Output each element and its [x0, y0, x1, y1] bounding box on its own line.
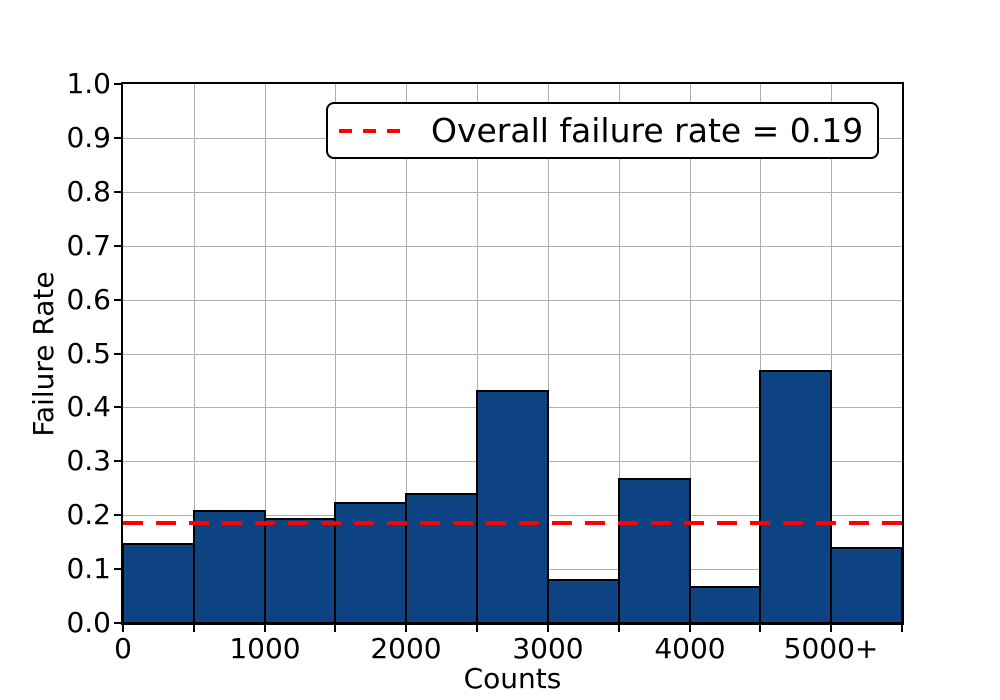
y-gridline — [123, 192, 902, 193]
x-gridline — [194, 84, 195, 623]
x-tick-label: 0 — [114, 632, 132, 665]
y-tick-mark — [114, 460, 121, 462]
x-tick-mark — [618, 625, 620, 632]
y-tick-mark — [114, 299, 121, 301]
y-tick-label: 0.9 — [66, 121, 111, 154]
x-tick-mark — [264, 625, 266, 632]
y-tick-label: 0.8 — [66, 175, 111, 208]
x-tick-mark — [901, 625, 903, 632]
y-tick-mark — [114, 514, 121, 516]
x-gridline — [690, 84, 691, 623]
y-tick-label: 0.4 — [66, 390, 111, 423]
y-tick-label: 0.3 — [66, 444, 111, 477]
y-tick-label: 0.5 — [66, 337, 111, 370]
x-tick-label: 2000 — [370, 632, 442, 665]
y-tick-mark — [114, 83, 121, 85]
x-tick-mark — [334, 625, 336, 632]
y-tick-mark — [114, 191, 121, 193]
bar — [264, 518, 336, 624]
y-gridline — [123, 354, 902, 355]
x-tick-mark — [122, 625, 124, 632]
y-tick-mark — [114, 137, 121, 139]
y-tick-mark — [114, 353, 121, 355]
x-tick-mark — [547, 625, 549, 632]
y-tick-label: 0.1 — [66, 552, 111, 585]
x-gridline — [335, 84, 336, 623]
y-tick-mark — [114, 406, 121, 408]
x-tick-mark — [405, 625, 407, 632]
plot-area: Overall failure rate = 0.19 — [121, 82, 904, 625]
y-tick-label: 0.0 — [66, 606, 111, 639]
x-tick-mark — [830, 625, 832, 632]
x-gridline — [760, 84, 761, 623]
bar — [122, 543, 195, 624]
bar — [759, 370, 832, 624]
x-tick-mark — [476, 625, 478, 632]
x-tick-label: 4000 — [654, 632, 726, 665]
x-tick-label: 1000 — [229, 632, 301, 665]
bar — [830, 547, 903, 624]
x-gridline — [831, 84, 832, 623]
bar — [547, 579, 620, 624]
bar — [476, 390, 549, 624]
x-gridline — [548, 84, 549, 623]
y-tick-label: 0.7 — [66, 229, 111, 262]
y-tick-mark — [114, 568, 121, 570]
bar — [193, 510, 266, 624]
legend-dashed-line-sample — [339, 128, 402, 133]
legend-label: Overall failure rate = 0.19 — [431, 111, 864, 150]
y-gridline — [123, 300, 902, 301]
overall-failure-rate-line — [123, 521, 902, 525]
y-tick-label: 0.6 — [66, 283, 111, 316]
x-tick-mark — [689, 625, 691, 632]
x-tick-label: 3000 — [512, 632, 584, 665]
y-axis-label: Failure Rate — [27, 270, 60, 437]
y-tick-mark — [114, 622, 121, 624]
legend: Overall failure rate = 0.19 — [326, 102, 880, 159]
x-gridline — [265, 84, 266, 623]
y-tick-label: 1.0 — [66, 67, 111, 100]
y-gridline — [123, 246, 902, 247]
y-tick-mark — [114, 245, 121, 247]
bar — [405, 493, 478, 624]
bar — [689, 586, 761, 624]
x-tick-mark — [193, 625, 195, 632]
y-tick-label: 0.2 — [66, 498, 111, 531]
x-gridline — [619, 84, 620, 623]
x-tick-mark — [759, 625, 761, 632]
x-gridline — [406, 84, 407, 623]
x-axis-label: Counts — [463, 662, 562, 695]
bar — [618, 478, 691, 624]
x-tick-label: 5000+ — [783, 632, 879, 665]
x-gridline — [477, 84, 478, 623]
